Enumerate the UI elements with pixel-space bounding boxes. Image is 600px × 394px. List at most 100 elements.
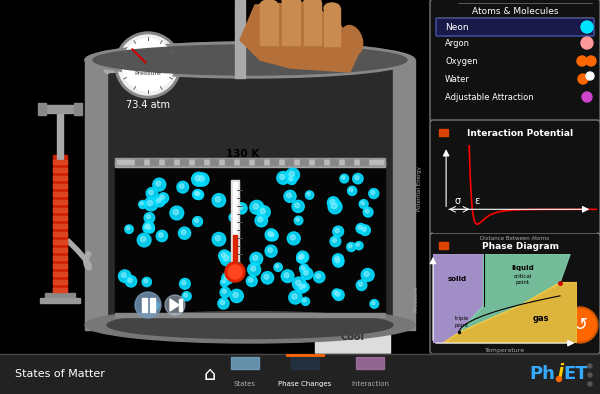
Bar (233, 235, 237, 270)
Circle shape (588, 373, 592, 377)
Circle shape (145, 225, 148, 229)
Circle shape (250, 253, 263, 265)
Bar (345, 159, 353, 165)
Circle shape (330, 199, 335, 204)
Bar (195, 159, 203, 165)
Circle shape (222, 280, 225, 283)
Circle shape (155, 181, 161, 186)
Bar (439, 242, 448, 249)
Text: Interaction: Interaction (351, 381, 389, 387)
Circle shape (146, 188, 158, 199)
Circle shape (265, 245, 277, 257)
Bar (53, 264, 67, 268)
Circle shape (335, 258, 340, 263)
Bar (233, 182, 237, 270)
Text: Pressure: Pressure (134, 71, 161, 76)
Circle shape (333, 290, 344, 301)
Circle shape (290, 235, 295, 240)
Bar (38, 103, 46, 115)
FancyBboxPatch shape (430, 120, 600, 236)
Text: States: States (234, 381, 256, 387)
Bar (225, 159, 233, 165)
Ellipse shape (107, 312, 393, 338)
Text: i: i (557, 363, 563, 381)
Circle shape (225, 262, 245, 282)
Circle shape (284, 190, 296, 203)
Circle shape (557, 377, 562, 381)
Circle shape (307, 192, 310, 196)
Bar (260, 5, 278, 45)
Text: ↺: ↺ (572, 316, 587, 334)
Circle shape (212, 232, 226, 246)
Circle shape (296, 218, 299, 221)
Bar (179, 299, 182, 311)
Circle shape (360, 225, 370, 236)
Circle shape (292, 200, 304, 212)
Circle shape (586, 56, 596, 66)
Circle shape (299, 285, 303, 289)
Circle shape (122, 39, 174, 91)
Bar (53, 240, 67, 244)
Circle shape (365, 209, 369, 213)
Text: 73.4 atm: 73.4 atm (126, 100, 170, 110)
Circle shape (158, 233, 163, 237)
Circle shape (146, 224, 150, 228)
Circle shape (331, 203, 337, 208)
Bar (322, 315, 348, 325)
Circle shape (184, 294, 187, 297)
Bar (53, 192, 67, 196)
Circle shape (221, 253, 226, 257)
Bar (53, 168, 67, 172)
Circle shape (181, 230, 186, 234)
Circle shape (335, 228, 340, 232)
Circle shape (146, 63, 150, 67)
Circle shape (118, 270, 131, 282)
Circle shape (298, 254, 307, 263)
Circle shape (588, 364, 592, 368)
Circle shape (588, 382, 592, 386)
Bar (40, 105, 80, 113)
Circle shape (349, 188, 353, 192)
Circle shape (193, 190, 202, 199)
Circle shape (152, 303, 156, 306)
Circle shape (264, 274, 269, 279)
Text: gas: gas (533, 314, 550, 323)
Bar (310, 293, 395, 298)
Circle shape (353, 173, 363, 184)
Circle shape (228, 265, 242, 279)
Circle shape (301, 283, 309, 291)
Text: σ: σ (454, 196, 460, 206)
Circle shape (295, 203, 299, 208)
Circle shape (335, 256, 339, 260)
Circle shape (361, 201, 364, 205)
Circle shape (297, 283, 307, 293)
Circle shape (257, 206, 270, 219)
Circle shape (177, 181, 188, 193)
Bar (53, 272, 67, 276)
Bar (53, 248, 67, 252)
Text: Distance Between Atoms: Distance Between Atoms (481, 236, 550, 241)
Circle shape (287, 193, 292, 198)
Bar (53, 184, 67, 188)
Bar (270, 159, 278, 165)
Circle shape (135, 292, 161, 318)
Text: Heat: Heat (340, 302, 365, 312)
Bar (115, 165, 385, 315)
Circle shape (298, 256, 302, 259)
Circle shape (251, 266, 256, 271)
Circle shape (270, 232, 274, 237)
Bar (150, 298, 155, 312)
Circle shape (581, 37, 593, 49)
Circle shape (194, 191, 199, 195)
Bar (107, 60, 393, 330)
Circle shape (147, 226, 151, 229)
Bar (74, 103, 82, 115)
Bar (231, 180, 239, 270)
Circle shape (173, 209, 179, 215)
Ellipse shape (282, 0, 300, 5)
Circle shape (333, 256, 344, 267)
Circle shape (274, 263, 283, 271)
Circle shape (268, 230, 278, 241)
Bar (235, 0, 245, 78)
Circle shape (363, 207, 373, 217)
